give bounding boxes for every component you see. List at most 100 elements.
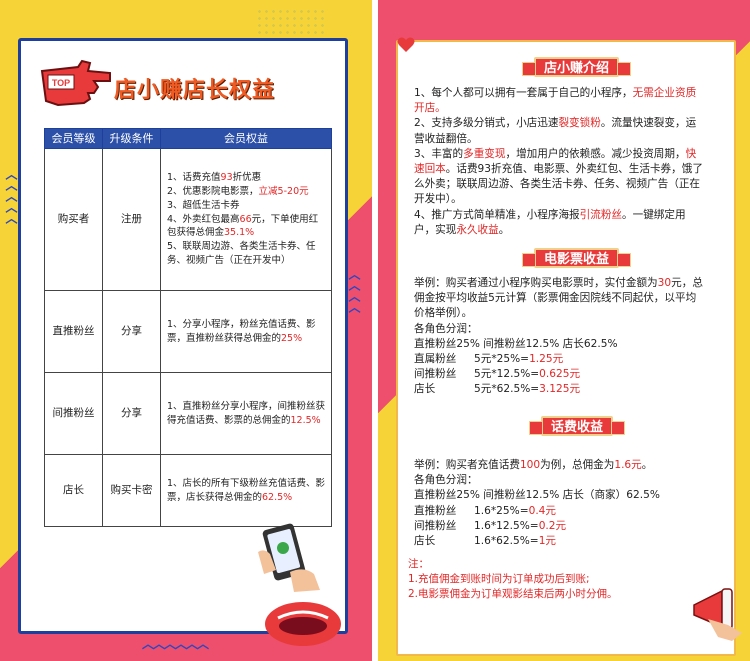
- intro-item: 3、丰富的多重变现，增加用户的依赖感。减少投资周期，快速回本。话费93折充值、电…: [414, 147, 704, 208]
- example-text: 举例：购买者充值话费100为例，总佣金为1.6元。: [414, 458, 704, 473]
- table-row: 直推粉丝 分享 1、分享小程序，粉丝充值话费、影票，直推粉丝获得总佣金的25%: [44, 290, 332, 373]
- role-label: 直推粉丝: [414, 504, 457, 517]
- page-title: 店小赚店长权益: [114, 78, 276, 103]
- benefit-line: 1、直推粉丝分享小程序，间推粉丝获得充值话费、影票的总佣金的12.5%: [167, 400, 327, 428]
- body-text: 4、外卖红包最高: [167, 213, 240, 225]
- highlight-text: 100: [519, 459, 541, 471]
- result-value: 1.25元: [529, 353, 564, 366]
- notes-label: 注：: [408, 558, 429, 570]
- body-text: 元，下单使用红包获得总佣金: [167, 213, 319, 239]
- body-text: ，增加用户的依赖感。减少投资周期，: [505, 147, 686, 160]
- pointing-hand-icon: TOP: [40, 59, 111, 107]
- split-row: 间推粉丝 5元*12.5%=0.625元: [414, 367, 704, 382]
- member-level-cell: 直推粉丝: [44, 290, 103, 373]
- table-header-row: 会员等级 升级条件 会员权益: [44, 128, 332, 149]
- result-value: 3.125元: [539, 383, 581, 396]
- highlight-text: 无需企业资质开店。: [414, 87, 697, 115]
- body-text: 举例：购买者充值话费: [414, 459, 520, 471]
- split-label: 各角色分润：: [414, 322, 478, 335]
- role-label: 店长: [414, 535, 436, 548]
- role-label: 间推粉丝: [414, 368, 457, 381]
- role-label: 直属粉丝: [414, 353, 457, 366]
- member-level-cell: 店长: [44, 454, 103, 527]
- benefit-line: 1、店长的所有下级粉丝充值话费、影票，店长获得总佣金的62.5%: [167, 477, 327, 505]
- section-title-movie: 电影票收益: [521, 248, 632, 268]
- split-summary: 直推粉丝25% 间推粉丝12.5% 店长62.5%: [414, 337, 618, 350]
- body-text: 3、超低生活卡券: [167, 199, 240, 211]
- benefit-line: 4、外卖红包最高66元，下单使用红包获得总佣金35.1%: [167, 213, 327, 241]
- highlight-text: 25%: [281, 332, 303, 344]
- benefit-cell: 1、直推粉丝分享小程序，间推粉丝获得充值话费、影票的总佣金的12.5%: [160, 372, 332, 455]
- body-text: 3、丰富的: [414, 147, 464, 160]
- highlight-text: 62.5%: [262, 491, 293, 503]
- member-level-cell: 间推粉丝: [44, 372, 103, 455]
- benefit-line: 1、分享小程序，粉丝充值话费、影票，直推粉丝获得总佣金的25%: [167, 318, 327, 346]
- benefit-line: 1、话费充值93折优惠: [167, 171, 327, 185]
- highlight-text: 永久收益: [456, 223, 499, 236]
- body-text: 。流量快速裂变，运营收益翻倍。: [414, 117, 697, 145]
- formula: 5元*12.5%=: [474, 368, 540, 381]
- intro-paragraph: 1、每个人都可以拥有一套属于自己的小程序，无需企业资质开店。 2、支持多级分销式，…: [414, 86, 704, 238]
- note-item: 1.充值佣金到账时间为订单成功后到账;: [408, 573, 590, 585]
- heart-icon: [397, 37, 415, 52]
- body-text: 元，总佣金按平均收益5元计算（影票佣金因院线不同起伏，以平均价格举例）。: [414, 277, 703, 320]
- body-text: 。话费93折充值、电影票、外卖红包、生活卡券，饿了么外卖；联联周边游、各类生活卡…: [414, 163, 703, 206]
- upgrade-condition-cell: 分享: [102, 290, 161, 373]
- phone-in-hand-illustration: [258, 523, 320, 592]
- notes: 注： 1.充值佣金到账时间为订单成功后到账; 2.电影票佣金为订单观影结束后两小时分…: [408, 557, 618, 602]
- split-row: 店长 5元*62.5%=3.125元: [414, 382, 704, 397]
- megaphone-icon: [693, 588, 742, 641]
- intro-card: [396, 40, 736, 656]
- formula: 1.6*62.5%=: [474, 535, 539, 548]
- column-header: 会员等级: [44, 128, 103, 149]
- table-row: 购买者 注册 1、话费充值93折优惠 2、优惠影院电影票，立减5-20元 3、超低生活卡…: [44, 148, 332, 291]
- left-poster: ︿︿︿︿︿ ︿︿︿︿ ︿︿︿︿︿︿ TOP 店小赚店长权益 会员等级 升级条件 …: [0, 0, 372, 661]
- split-row: 直推粉丝 1.6*25%=0.4元: [414, 504, 704, 519]
- table-row: 间推粉丝 分享 1、直推粉丝分享小程序，间推粉丝获得充值话费、影票的总佣金的12.5…: [44, 372, 332, 455]
- member-level-cell: 购买者: [44, 148, 103, 291]
- benefit-line: 2、优惠影院电影票，立减5-20元: [167, 185, 327, 199]
- upgrade-condition-cell: 购买卡密: [102, 454, 161, 527]
- benefit-cell: 1、店长的所有下级粉丝充值话费、影票，店长获得总佣金的62.5%: [160, 454, 332, 527]
- highlight-text: 快速回本: [414, 147, 697, 176]
- split-label: 各角色分润：: [414, 474, 478, 487]
- body-text: 1、直推粉丝分享小程序，间推粉丝获得充值话费、影票的总佣金的: [167, 400, 326, 426]
- section-title-intro: 店小赚介绍: [521, 57, 632, 77]
- result-value: 1元: [538, 535, 557, 548]
- benefit-line: 3、超低生活卡券: [167, 199, 327, 213]
- table-row: 店长 购买卡密 1、店长的所有下级粉丝充值话费、影票，店长获得总佣金的62.5%: [44, 454, 332, 527]
- intro-item: 4、推广方式简单精准，小程序海报引流粉丝。一键绑定用户，实现永久收益。: [414, 208, 704, 238]
- example-text: 举例：购买者通过小程序购买电影票时，实付金额为30元，总佣金按平均收益5元计算（…: [414, 276, 704, 322]
- body-text: 。: [641, 459, 653, 471]
- body-text: 5、联联周边游、各类生活卡券、任务、视频广告（正在开发中）: [167, 241, 316, 266]
- highlight-text: 35.1%: [224, 227, 255, 239]
- body-text: 2、支持多级分销式，小店迅速: [414, 117, 559, 130]
- result-value: 0.4元: [528, 504, 557, 517]
- body-text: 1、店长的所有下级粉丝充值话费、影票，店长获得总佣金的: [167, 477, 326, 503]
- movie-income-paragraph: 举例：购买者通过小程序购买电影票时，实付金额为30元，总佣金按平均收益5元计算（…: [414, 276, 704, 398]
- zigzag-decoration: ︿︿︿︿: [347, 268, 361, 312]
- body-text: 2、优惠影院电影票，: [167, 186, 259, 198]
- badge-text: TOP: [52, 78, 70, 88]
- benefits-table: 会员等级 升级条件 会员权益 购买者 注册 1、话费充值93折优惠 2、优惠影院电影票…: [44, 128, 332, 527]
- body-text: 折优惠: [232, 172, 262, 184]
- formula: 5元*25%=: [474, 353, 530, 366]
- right-poster: [378, 0, 750, 661]
- body-text: 1、每个人都可以拥有一套属于自己的小程序，: [414, 87, 633, 99]
- highlight-text: 立减5-20元: [258, 186, 309, 198]
- split-row: 间推粉丝 1.6*12.5%=0.2元: [414, 519, 704, 534]
- body-text: 。: [498, 223, 510, 236]
- role-label: 店长: [414, 383, 436, 396]
- body-text: 1、话费充值: [167, 172, 221, 184]
- highlight-text: 66: [239, 213, 252, 225]
- highlight-text: 引流粉丝: [579, 208, 623, 221]
- zigzag-decoration: ︿︿︿︿︿︿: [142, 637, 209, 651]
- split-row: 直属粉丝 5元*25%=1.25元: [414, 352, 704, 367]
- highlight-text: 裂变锁粉: [558, 117, 601, 130]
- highlight-text: 1.6元: [614, 459, 642, 471]
- upgrade-condition-cell: 分享: [102, 372, 161, 455]
- result-value: 0.2元: [538, 519, 567, 532]
- formula: 1.6*12.5%=: [474, 519, 539, 532]
- result-value: 0.625元: [539, 368, 581, 381]
- benefit-line: 5、联联周边游、各类生活卡券、任务、视频广告（正在开发中）: [167, 240, 327, 268]
